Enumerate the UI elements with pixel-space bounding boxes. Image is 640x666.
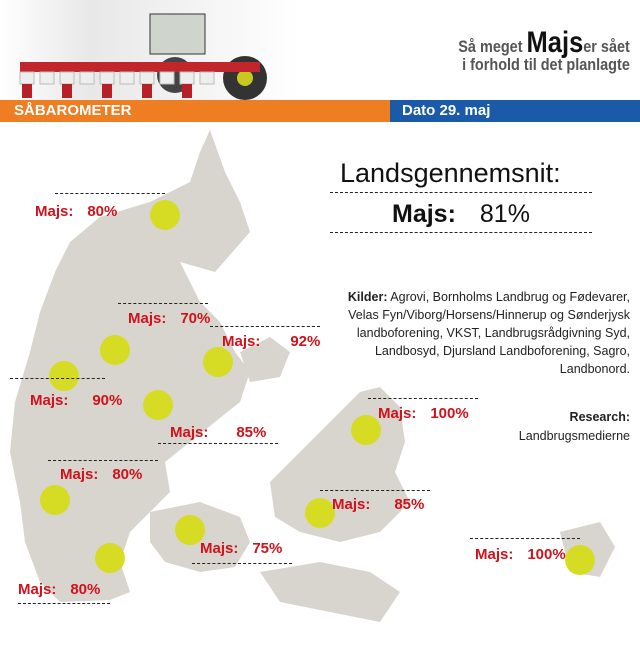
research-credit: Research: Landbrugsmedierne [518, 410, 630, 443]
region-label: Majs: 75% [200, 540, 283, 557]
region-label: Majs: 80% [60, 466, 143, 483]
region-marker [351, 415, 381, 445]
leader-line [320, 490, 430, 491]
region-marker [175, 515, 205, 545]
region-label: Majs: 80% [18, 581, 101, 598]
region-marker [100, 335, 130, 365]
jutland-shape [10, 130, 250, 602]
divider [330, 192, 592, 193]
leader-line [192, 563, 292, 564]
region-marker [305, 498, 335, 528]
region-label: Majs: 70% [128, 310, 211, 327]
tractor-seeder-photo [0, 0, 300, 100]
sources: Kilder: Agrovi, Bornholms Landbrug og Fø… [347, 290, 630, 376]
region-marker [95, 543, 125, 573]
leader-line [210, 326, 320, 327]
leader-line [470, 538, 580, 539]
divider [330, 232, 592, 233]
region-marker [150, 200, 180, 230]
lolland-falster-shape [260, 562, 400, 622]
region-label: Majs: 92% [222, 333, 321, 350]
tagline: Så meget Majser sået i forhold til det pl… [458, 26, 630, 74]
date-label: Dato 29. maj [390, 100, 640, 122]
national-average-title: Landsgennemsnit: [340, 158, 561, 188]
leader-line [118, 303, 208, 304]
region-marker [203, 347, 233, 377]
leader-line [18, 603, 110, 604]
region-label: Majs: 85% [170, 424, 267, 441]
region-label: Majs: 100% [475, 546, 566, 563]
leader-line [55, 193, 165, 194]
leader-line [368, 398, 478, 399]
leader-line [48, 460, 158, 461]
djursland-shape [240, 337, 290, 382]
region-marker [49, 361, 79, 391]
section-title: SÅBAROMETER [0, 100, 390, 122]
region-label: Majs: 100% [378, 405, 469, 422]
region-marker [565, 545, 595, 575]
leader-line [10, 378, 105, 379]
region-marker [40, 485, 70, 515]
region-label: Majs: 80% [35, 203, 118, 220]
tractor-icon [19, 13, 267, 100]
region-label: Majs: 90% [30, 392, 123, 409]
region-marker [143, 390, 173, 420]
region-label: Majs: 85% [332, 496, 425, 513]
national-average-value: Majs: 81% [392, 200, 530, 228]
leader-line [158, 443, 278, 444]
